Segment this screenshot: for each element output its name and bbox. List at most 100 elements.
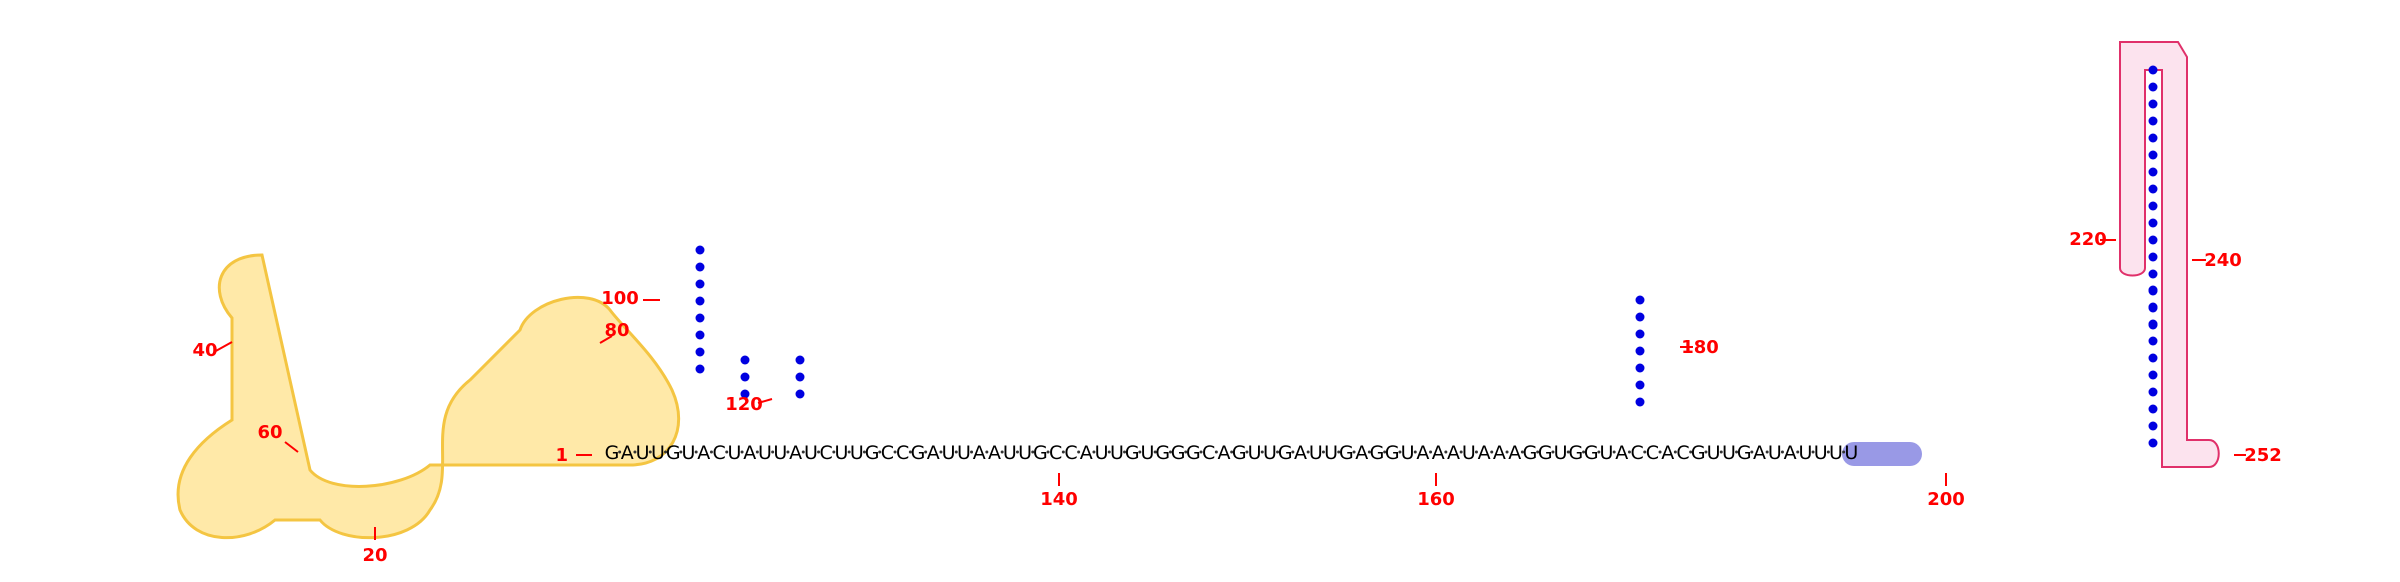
yellow-highlight-outer xyxy=(176,253,681,540)
backbone-bond xyxy=(1260,450,1264,454)
backbone-bond xyxy=(1123,450,1127,454)
backbone-bond xyxy=(679,450,683,454)
pink-highlight xyxy=(2119,41,2220,468)
nucleotide: A xyxy=(1478,442,1491,464)
position-tick xyxy=(757,398,773,404)
base-pair-dot xyxy=(695,313,705,323)
nucleotide: U xyxy=(1110,442,1124,464)
nucleotide: A xyxy=(1661,442,1674,464)
base-pair-dot xyxy=(695,330,705,340)
highlight-layer xyxy=(176,41,2220,540)
backbone-bond xyxy=(801,450,805,454)
base-pair-dot xyxy=(2148,235,2158,245)
backbone-bond xyxy=(694,450,698,454)
position-tick xyxy=(599,335,613,344)
backbone-bond xyxy=(648,450,652,454)
position-160: 160 xyxy=(1417,489,1455,510)
backbone-bond xyxy=(1413,450,1417,454)
base-pair-dot xyxy=(1635,295,1645,305)
nucleotide: A xyxy=(1080,442,1093,464)
nucleotide: U xyxy=(1722,442,1736,464)
backbone-bond xyxy=(1704,450,1708,454)
base-pair-dot xyxy=(1635,312,1645,322)
backbone-bond xyxy=(1337,450,1341,454)
nucleotide: A xyxy=(1508,442,1521,464)
base-pair-dot xyxy=(2148,302,2158,312)
nucleotide: C xyxy=(881,442,894,464)
nucleotide: U xyxy=(758,442,772,464)
backbone-bond xyxy=(924,450,928,454)
nucleotide: A xyxy=(789,442,802,464)
nucleotide: G xyxy=(1584,442,1599,464)
nucleotide: A xyxy=(1218,442,1231,464)
position-numbers: 1 20 40 60 80 100 120 140 160 180 200 22… xyxy=(192,229,2281,566)
position-220: 220 xyxy=(2069,229,2107,250)
nucleotide: A xyxy=(1615,442,1628,464)
backbone-bond xyxy=(1367,450,1371,454)
nucleotide: G xyxy=(865,442,880,464)
nucleotide: G xyxy=(1569,442,1584,464)
base-pair-dot xyxy=(2148,370,2158,380)
nucleotide: G xyxy=(1523,442,1538,464)
backbone-bond xyxy=(1230,450,1234,454)
position-120: 120 xyxy=(725,394,763,415)
position-200: 200 xyxy=(1927,489,1965,510)
backbone-bond xyxy=(1689,450,1693,454)
backbone-bond xyxy=(1673,450,1677,454)
base-pair-dot xyxy=(2148,404,2158,414)
position-100: 100 xyxy=(601,288,639,309)
backbone-bond xyxy=(1643,450,1647,454)
nucleotide: C xyxy=(1646,442,1659,464)
nucleotide: G xyxy=(1278,442,1293,464)
backbone-bond xyxy=(709,450,713,454)
backbone-bond xyxy=(878,450,882,454)
nucleotide: U xyxy=(1844,442,1858,464)
nucleotide: A xyxy=(1447,442,1460,464)
backbone-bond xyxy=(847,450,851,454)
base-pair-dot xyxy=(2148,218,2158,228)
backbone-bond xyxy=(786,450,790,454)
backbone-bonds xyxy=(618,450,1846,454)
blue-highlight xyxy=(1842,442,1922,466)
nucleotide: G xyxy=(1385,442,1400,464)
backbone-bond xyxy=(740,450,744,454)
backbone-bond xyxy=(1811,450,1815,454)
nucleotide: U xyxy=(1768,442,1782,464)
base-pair-dot xyxy=(695,245,705,255)
base-pair-dot xyxy=(1635,380,1645,390)
backbone-bond xyxy=(1842,450,1846,454)
nucleotide: U xyxy=(1798,442,1812,464)
nucleotide: A xyxy=(1432,442,1445,464)
base-pair-dot xyxy=(795,355,805,365)
base-pair-dot xyxy=(695,347,705,357)
nucleotide: U xyxy=(682,442,696,464)
backbone-bond xyxy=(1276,450,1280,454)
backbone-bond xyxy=(862,450,866,454)
backbone-bond xyxy=(1138,450,1142,454)
nucleotide: A xyxy=(927,442,940,464)
nucleotide: G xyxy=(1370,442,1385,464)
nucleotide: A xyxy=(1294,442,1307,464)
backbone-bond xyxy=(1520,450,1524,454)
nucleotide: U xyxy=(1462,442,1476,464)
backbone-bond xyxy=(755,450,759,454)
backbone-bond xyxy=(954,450,958,454)
backbone-bond xyxy=(1474,450,1478,454)
base-pair-dot xyxy=(695,364,705,374)
base-pair-dot xyxy=(2148,252,2158,262)
nucleotide: U xyxy=(835,442,849,464)
backbone-bond xyxy=(817,450,821,454)
base-pair-dot xyxy=(1635,329,1645,339)
nucleotide: G xyxy=(1033,442,1048,464)
nucleotide: U xyxy=(651,442,665,464)
nucleotide: U xyxy=(773,442,787,464)
nucleotide: U xyxy=(636,442,650,464)
nucleotide: U xyxy=(942,442,956,464)
position-ticks xyxy=(213,239,2246,540)
backbone-bond xyxy=(832,450,836,454)
base-pair-dot xyxy=(2148,421,2158,431)
position-40: 40 xyxy=(192,340,217,361)
backbone-bond xyxy=(618,450,622,454)
